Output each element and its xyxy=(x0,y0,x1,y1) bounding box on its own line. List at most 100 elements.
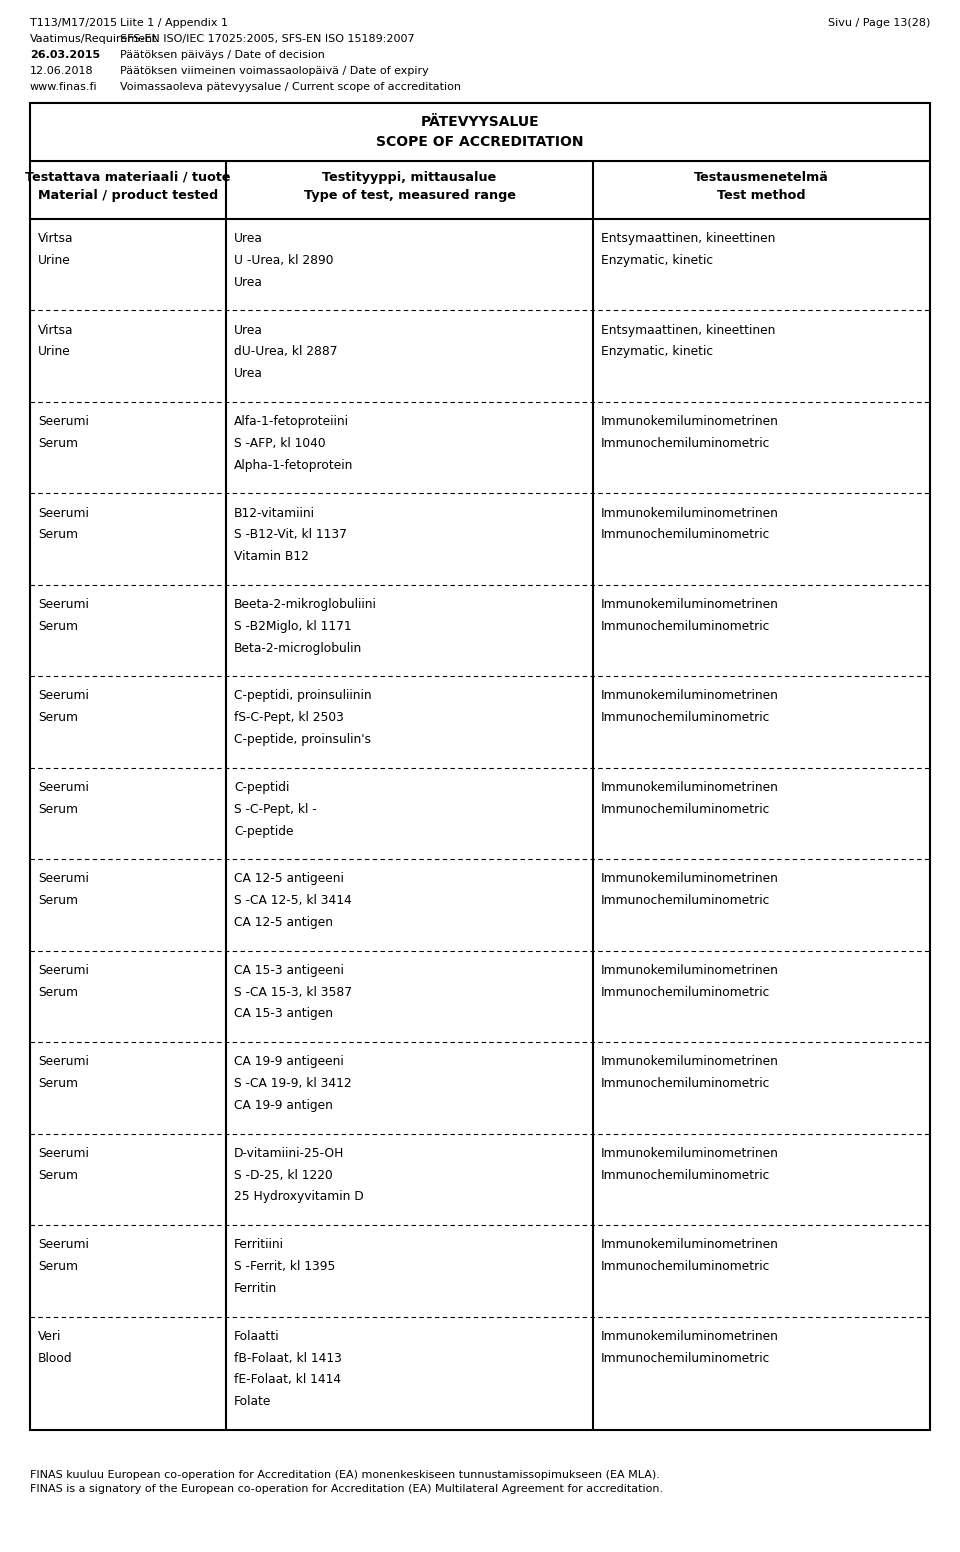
Text: Immunokemiluminometrinen: Immunokemiluminometrinen xyxy=(601,1238,779,1251)
Text: CA 19-9 antigeeni: CA 19-9 antigeeni xyxy=(234,1055,344,1068)
Text: Testausmenetelmä: Testausmenetelmä xyxy=(694,171,828,185)
Text: Type of test, measured range: Type of test, measured range xyxy=(303,189,516,202)
Text: Testityyppi, mittausalue: Testityyppi, mittausalue xyxy=(323,171,496,185)
Text: Serum: Serum xyxy=(38,802,78,816)
Text: Immunochemiluminometric: Immunochemiluminometric xyxy=(601,1077,770,1090)
Text: Immunochemiluminometric: Immunochemiluminometric xyxy=(601,802,770,816)
Text: Entsymaattinen, kineettinen: Entsymaattinen, kineettinen xyxy=(601,323,776,337)
Text: Serum: Serum xyxy=(38,986,78,998)
Text: CA 12-5 antigen: CA 12-5 antigen xyxy=(234,916,333,930)
Text: Serum: Serum xyxy=(38,1169,78,1181)
Text: Vitamin B12: Vitamin B12 xyxy=(234,549,309,563)
Text: Seerumi: Seerumi xyxy=(38,598,89,611)
Text: Ferritiini: Ferritiini xyxy=(234,1238,284,1251)
Text: FINAS kuuluu European co-operation for Accreditation (EA) monenkeskiseen tunnust: FINAS kuuluu European co-operation for A… xyxy=(30,1470,660,1481)
Text: Seerumi: Seerumi xyxy=(38,781,89,795)
Text: Folate: Folate xyxy=(234,1395,272,1408)
Text: Seerumi: Seerumi xyxy=(38,689,89,703)
Text: Immunokemiluminometrinen: Immunokemiluminometrinen xyxy=(601,414,779,428)
Text: S -B12-Vit, kl 1137: S -B12-Vit, kl 1137 xyxy=(234,528,347,542)
Text: Immunochemiluminometric: Immunochemiluminometric xyxy=(601,528,770,542)
Text: Voimassaoleva pätevyysalue / Current scope of accreditation: Voimassaoleva pätevyysalue / Current sco… xyxy=(120,82,461,92)
Bar xyxy=(30,102,930,1429)
Text: C-peptidi: C-peptidi xyxy=(234,781,289,795)
Text: Urea: Urea xyxy=(234,233,263,245)
Text: CA 15-3 antigeeni: CA 15-3 antigeeni xyxy=(234,964,344,976)
Text: T113/M17/2015: T113/M17/2015 xyxy=(30,19,117,28)
Text: Seerumi: Seerumi xyxy=(38,506,89,520)
Text: Immunokemiluminometrinen: Immunokemiluminometrinen xyxy=(601,1147,779,1159)
Text: Immunokemiluminometrinen: Immunokemiluminometrinen xyxy=(601,872,779,886)
Text: Seerumi: Seerumi xyxy=(38,1055,89,1068)
Text: Vaatimus/Requirement: Vaatimus/Requirement xyxy=(30,34,157,43)
Text: Seerumi: Seerumi xyxy=(38,1238,89,1251)
Text: Seerumi: Seerumi xyxy=(38,964,89,976)
Text: Material / product tested: Material / product tested xyxy=(37,189,218,202)
Text: www.finas.fi: www.finas.fi xyxy=(30,82,98,92)
Text: CA 12-5 antigeeni: CA 12-5 antigeeni xyxy=(234,872,344,886)
Text: Immunochemiluminometric: Immunochemiluminometric xyxy=(601,1169,770,1181)
Text: Päätöksen päiväys / Date of decision: Päätöksen päiväys / Date of decision xyxy=(120,50,324,61)
Text: Virtsa: Virtsa xyxy=(38,323,74,337)
Text: B12-vitamiini: B12-vitamiini xyxy=(234,506,315,520)
Text: Seerumi: Seerumi xyxy=(38,872,89,886)
Text: Ferritin: Ferritin xyxy=(234,1282,277,1294)
Text: Enzymatic, kinetic: Enzymatic, kinetic xyxy=(601,255,713,267)
Text: Seerumi: Seerumi xyxy=(38,414,89,428)
Text: 25 Hydroxyvitamin D: 25 Hydroxyvitamin D xyxy=(234,1190,364,1203)
Text: Sivu / Page 13(28): Sivu / Page 13(28) xyxy=(828,19,930,28)
Text: D-vitamiini-25-OH: D-vitamiini-25-OH xyxy=(234,1147,345,1159)
Text: Alpha-1-fetoprotein: Alpha-1-fetoprotein xyxy=(234,458,353,472)
Text: dU-Urea, kl 2887: dU-Urea, kl 2887 xyxy=(234,346,338,359)
Text: Beeta-2-mikroglobuliini: Beeta-2-mikroglobuliini xyxy=(234,598,377,611)
Text: S -CA 12-5, kl 3414: S -CA 12-5, kl 3414 xyxy=(234,894,351,908)
Text: Seerumi: Seerumi xyxy=(38,1147,89,1159)
Text: Immunokemiluminometrinen: Immunokemiluminometrinen xyxy=(601,964,779,976)
Text: Testattava materiaali / tuote: Testattava materiaali / tuote xyxy=(25,171,230,185)
Text: C-peptidi, proinsuliinin: C-peptidi, proinsuliinin xyxy=(234,689,372,703)
Text: Urea: Urea xyxy=(234,323,263,337)
Text: Serum: Serum xyxy=(38,711,78,725)
Text: C-peptide: C-peptide xyxy=(234,824,294,838)
Text: Immunochemiluminometric: Immunochemiluminometric xyxy=(601,1352,770,1364)
Text: 12.06.2018: 12.06.2018 xyxy=(30,67,94,76)
Text: S -D-25, kl 1220: S -D-25, kl 1220 xyxy=(234,1169,333,1181)
Text: S -CA 19-9, kl 3412: S -CA 19-9, kl 3412 xyxy=(234,1077,351,1090)
Text: Immunochemiluminometric: Immunochemiluminometric xyxy=(601,1260,770,1273)
Text: Serum: Serum xyxy=(38,436,78,450)
Text: Urea: Urea xyxy=(234,368,263,380)
Text: Serum: Serum xyxy=(38,894,78,908)
Text: fE-Folaat, kl 1414: fE-Folaat, kl 1414 xyxy=(234,1374,341,1386)
Text: Immunokemiluminometrinen: Immunokemiluminometrinen xyxy=(601,781,779,795)
Text: Päätöksen viimeinen voimassaolopäivä / Date of expiry: Päätöksen viimeinen voimassaolopäivä / D… xyxy=(120,67,429,76)
Text: Test method: Test method xyxy=(717,189,805,202)
Text: S -Ferrit, kl 1395: S -Ferrit, kl 1395 xyxy=(234,1260,335,1273)
Text: Serum: Serum xyxy=(38,619,78,633)
Text: Beta-2-microglobulin: Beta-2-microglobulin xyxy=(234,641,362,655)
Text: SCOPE OF ACCREDITATION: SCOPE OF ACCREDITATION xyxy=(376,135,584,149)
Text: Virtsa: Virtsa xyxy=(38,233,74,245)
Text: S -C-Pept, kl -: S -C-Pept, kl - xyxy=(234,802,317,816)
Text: Folaatti: Folaatti xyxy=(234,1330,279,1342)
Text: Entsymaattinen, kineettinen: Entsymaattinen, kineettinen xyxy=(601,233,776,245)
Text: Urea: Urea xyxy=(234,276,263,289)
Text: Immunokemiluminometrinen: Immunokemiluminometrinen xyxy=(601,1055,779,1068)
Text: S -B2Miglo, kl 1171: S -B2Miglo, kl 1171 xyxy=(234,619,351,633)
Text: CA 15-3 antigen: CA 15-3 antigen xyxy=(234,1007,333,1021)
Text: Enzymatic, kinetic: Enzymatic, kinetic xyxy=(601,346,713,359)
Text: Veri: Veri xyxy=(38,1330,61,1342)
Text: Immunokemiluminometrinen: Immunokemiluminometrinen xyxy=(601,1330,779,1342)
Text: Urine: Urine xyxy=(38,346,71,359)
Text: Serum: Serum xyxy=(38,528,78,542)
Text: Liite 1 / Appendix 1: Liite 1 / Appendix 1 xyxy=(120,19,228,28)
Text: 26.03.2015: 26.03.2015 xyxy=(30,50,100,61)
Text: Immunochemiluminometric: Immunochemiluminometric xyxy=(601,894,770,908)
Text: PÄTEVYYSALUE: PÄTEVYYSALUE xyxy=(420,115,540,129)
Text: Serum: Serum xyxy=(38,1260,78,1273)
Text: S -AFP, kl 1040: S -AFP, kl 1040 xyxy=(234,436,325,450)
Text: Immunochemiluminometric: Immunochemiluminometric xyxy=(601,711,770,725)
Text: C-peptide, proinsulin's: C-peptide, proinsulin's xyxy=(234,733,371,747)
Text: Immunochemiluminometric: Immunochemiluminometric xyxy=(601,986,770,998)
Text: Immunokemiluminometrinen: Immunokemiluminometrinen xyxy=(601,506,779,520)
Text: S -CA 15-3, kl 3587: S -CA 15-3, kl 3587 xyxy=(234,986,352,998)
